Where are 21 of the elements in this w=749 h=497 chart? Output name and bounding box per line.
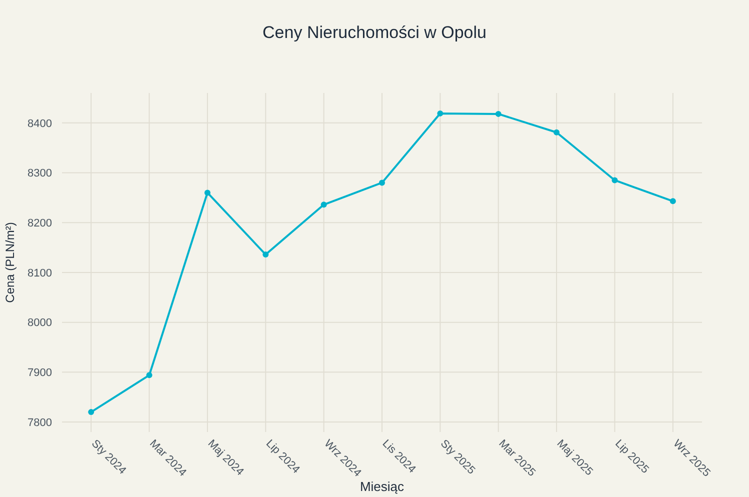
point (437, 110, 444, 116)
y-tick-label: 8100 (28, 267, 52, 280)
y-tick-label: 8000 (28, 317, 52, 330)
point (262, 252, 269, 258)
chart-title: Ceny Nieruchomości w Opolu (262, 23, 486, 42)
point (320, 202, 327, 208)
point (379, 180, 385, 186)
y-tick-label: 8400 (28, 118, 52, 130)
point (88, 409, 94, 416)
point (204, 190, 210, 196)
point (146, 372, 152, 378)
y-tick-label: 8300 (28, 168, 52, 180)
point (612, 177, 618, 184)
y-tick-label: 7800 (28, 416, 52, 429)
y-tick-label: 8200 (28, 217, 52, 230)
y-tick-label: 7900 (28, 367, 52, 380)
point (554, 129, 560, 136)
x-axis-title: Miesiąc (360, 479, 405, 494)
y-axis-title: Cena (PLN/m²) (3, 222, 17, 303)
point (670, 198, 676, 204)
point (495, 110, 502, 117)
